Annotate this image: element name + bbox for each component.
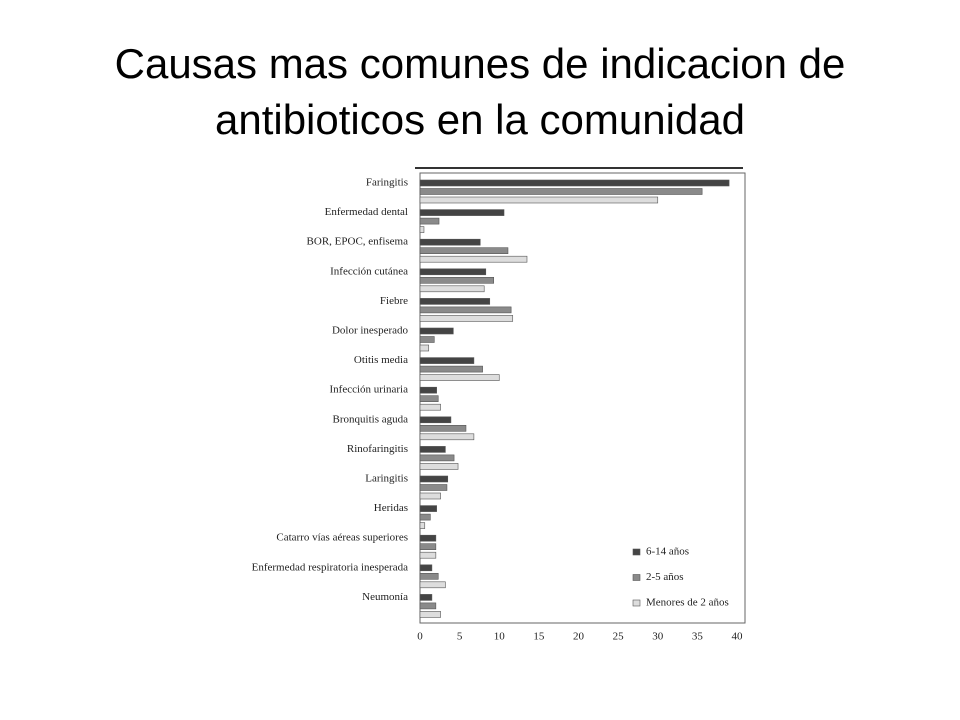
bar	[419, 336, 435, 343]
bar	[419, 238, 481, 246]
bar	[419, 594, 433, 601]
bar	[419, 602, 437, 610]
bar	[419, 484, 448, 491]
bar	[419, 306, 512, 314]
bar	[419, 572, 439, 580]
bar	[419, 357, 475, 364]
bar	[419, 298, 491, 305]
legend-label: Menores de 2 años	[646, 597, 729, 609]
bar	[419, 276, 495, 284]
x-tick-label: 0	[417, 631, 423, 643]
bar	[419, 188, 703, 195]
x-tick-label: 35	[692, 631, 704, 643]
legend-label: 6-14 años	[646, 546, 689, 558]
bar	[419, 433, 475, 441]
category-label: Infección urinaria	[330, 384, 409, 396]
x-tick-label: 5	[457, 631, 463, 643]
bar	[419, 513, 431, 521]
category-label: Catarro vías aéreas superiores	[276, 532, 408, 544]
category-label: Enfermedad dental	[325, 206, 408, 218]
bar	[419, 522, 426, 529]
bar	[419, 327, 454, 335]
bar	[419, 505, 437, 512]
legend-swatch	[632, 574, 641, 581]
category-label: Neumonía	[362, 591, 408, 603]
bar	[419, 492, 441, 500]
category-label: Dolor inesperado	[332, 325, 409, 337]
bar	[419, 611, 441, 618]
bar	[419, 581, 446, 589]
x-tick-label: 30	[652, 631, 664, 643]
category-label: Fiebre	[380, 295, 408, 307]
legend-swatch	[632, 599, 641, 607]
legend-label: 2-5 años	[646, 571, 684, 583]
bar	[419, 564, 433, 572]
category-label: Bronquitis aguda	[333, 413, 409, 425]
bar	[419, 543, 437, 551]
legend-swatch	[632, 548, 641, 556]
bar	[419, 475, 449, 483]
bar	[419, 424, 467, 432]
x-tick-label: 10	[494, 631, 506, 643]
bar	[419, 454, 455, 462]
x-tick-label: 20	[573, 631, 585, 643]
x-tick-label: 25	[613, 631, 625, 643]
bar	[419, 209, 505, 216]
category-label: Heridas	[374, 502, 408, 514]
category-label: Otitis media	[354, 354, 408, 366]
x-tick-label: 15	[533, 631, 545, 643]
bar	[419, 551, 437, 559]
category-label: Infección cutánea	[330, 265, 408, 277]
category-label: BOR, EPOC, enfisema	[307, 236, 409, 248]
category-label: Faringitis	[366, 177, 408, 189]
bar	[419, 403, 441, 411]
bar	[419, 226, 425, 233]
x-tick-label: 40	[732, 631, 744, 643]
category-label: Rinofaringitis	[347, 443, 408, 455]
slide-title: Causas mas comunes de indicacion de anti…	[114, 40, 846, 143]
bar	[419, 285, 485, 293]
bar	[419, 374, 500, 381]
bar	[419, 247, 509, 254]
bar	[419, 268, 487, 276]
category-label: Laringitis	[365, 473, 408, 485]
bar	[419, 217, 440, 225]
bar	[419, 463, 459, 470]
bar	[419, 534, 437, 542]
bar	[419, 446, 446, 453]
bar	[419, 386, 437, 394]
bar	[419, 179, 730, 187]
bar	[419, 315, 514, 322]
bar	[419, 365, 483, 373]
bar	[419, 344, 430, 352]
bar	[419, 395, 439, 403]
bar	[419, 255, 528, 263]
bar	[419, 196, 659, 204]
bar	[419, 416, 452, 424]
category-label: Enfermedad respiratoria inesperada	[252, 561, 408, 573]
